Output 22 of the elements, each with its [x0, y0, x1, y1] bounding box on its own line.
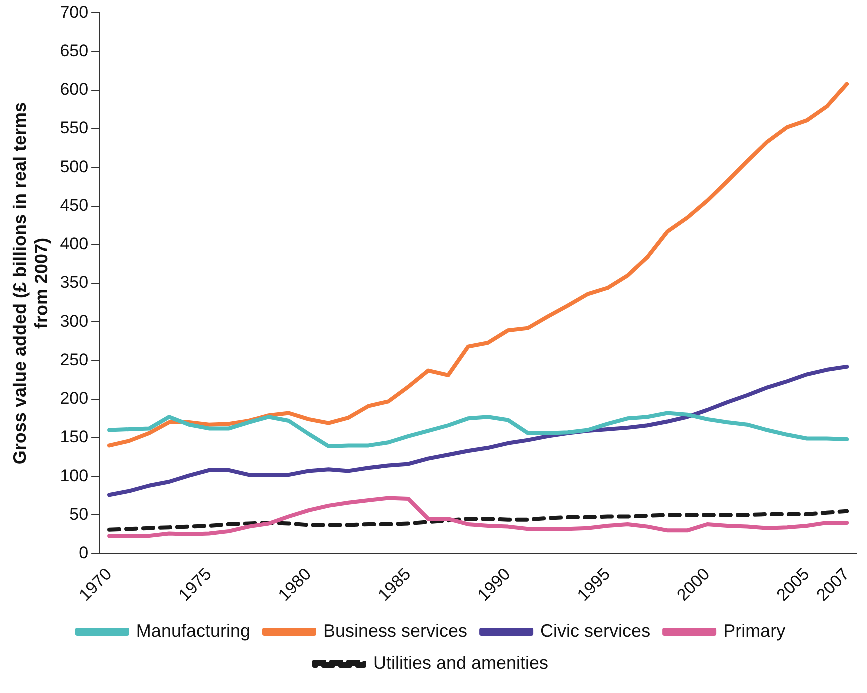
- y-tick-label: 650: [60, 42, 89, 61]
- legend-label: Civic services: [540, 620, 651, 641]
- y-tick-label: 150: [60, 428, 89, 447]
- y-tick-label: 500: [60, 157, 89, 176]
- y-tick-label: 300: [60, 312, 89, 331]
- y-tick-label: 550: [60, 118, 89, 138]
- y-tick-label: 350: [60, 273, 89, 292]
- y-tick-label: 700: [60, 2, 89, 22]
- y-tick-label: 50: [70, 504, 89, 524]
- y-tick-label: 600: [60, 80, 89, 100]
- legend-label: Utilities and amenities: [373, 652, 549, 673]
- y-tick-label: 250: [60, 350, 89, 370]
- y-axis-title: Gross value added (£ billions in real terms from 2007): [10, 102, 52, 465]
- legend-label: Manufacturing: [136, 620, 251, 641]
- legend-label: Primary: [724, 620, 786, 641]
- y-tick-label: 0: [79, 544, 89, 563]
- y-tick-label: 400: [60, 234, 89, 254]
- y-tick-label: 100: [60, 466, 89, 486]
- y-tick-label: 200: [60, 389, 89, 408]
- y-tick-label: 450: [60, 196, 89, 215]
- line-series: [108, 509, 850, 532]
- legend-label: Business services: [324, 620, 468, 641]
